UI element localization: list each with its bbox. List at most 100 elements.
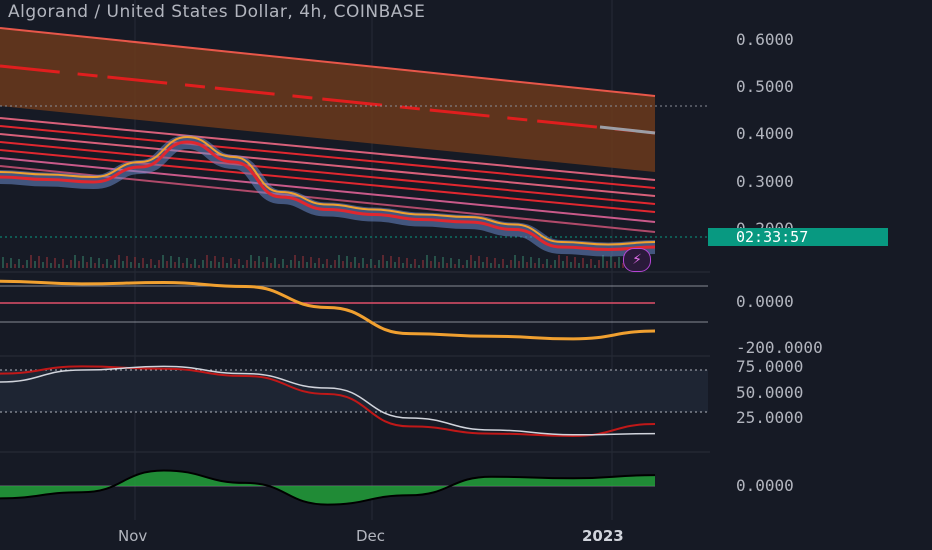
volume-bar: [66, 265, 68, 268]
volume-bar: [538, 258, 540, 268]
price-line: [0, 140, 656, 252]
volume-bar: [46, 257, 48, 268]
volume-bar: [226, 263, 228, 268]
volume-bar: [18, 259, 20, 268]
volume-bar: [354, 257, 356, 268]
volume-bar: [558, 255, 560, 268]
volume-bar: [390, 256, 392, 268]
volume-bar: [606, 261, 608, 268]
volume-bar: [114, 260, 116, 268]
volume-bar: [38, 256, 40, 268]
volume-bar: [258, 256, 260, 268]
volume-bar: [350, 262, 352, 268]
volume-bar: [30, 255, 32, 268]
volume-bar: [106, 259, 108, 268]
volume-bar: [170, 256, 172, 268]
volume-bar: [334, 260, 336, 268]
volume-bar: [302, 256, 304, 268]
volume-bar: [94, 263, 96, 268]
volume-bar: [2, 257, 4, 268]
volume-bar: [426, 255, 428, 268]
volume-bar: [402, 263, 404, 268]
volume-bar: [326, 259, 328, 268]
volume-bar: [266, 257, 268, 268]
price-tick-1: 0.6000: [736, 30, 794, 49]
volume-bar: [134, 257, 136, 268]
panel-separators: [0, 271, 710, 453]
volume-bar: [90, 257, 92, 268]
volume-bar: [242, 265, 244, 268]
lightning-icon[interactable]: ⚡: [623, 248, 651, 272]
volume-bars: [2, 255, 648, 268]
rsi-tick-3: 25.0000: [736, 408, 804, 427]
volume-bar: [218, 262, 220, 268]
volume-bar: [162, 255, 164, 268]
volume-bar: [454, 264, 456, 268]
rsi-line: [0, 365, 656, 438]
volume-bar: [166, 261, 168, 268]
volume-bar: [62, 259, 64, 268]
rsi-signal-line: [0, 365, 656, 436]
volume-bar: [158, 260, 160, 268]
volume-bar: [118, 255, 120, 268]
volume-bar: [618, 257, 620, 268]
volume-bar: [98, 258, 100, 268]
volume-bar: [582, 258, 584, 268]
volume-bar: [130, 262, 132, 268]
channel-mid-line: [0, 64, 656, 135]
volume-bar: [554, 260, 556, 268]
volume-bar: [254, 261, 256, 268]
volume-bar: [54, 258, 56, 268]
volume-bar: [310, 257, 312, 268]
volume-bar: [382, 255, 384, 268]
volume-bar: [482, 262, 484, 268]
volume-bar: [230, 258, 232, 268]
volume-bar: [186, 258, 188, 268]
price-tick-4: 0.3000: [736, 172, 794, 191]
volume-bar: [234, 264, 236, 268]
volume-bar: [262, 262, 264, 268]
volume-bar: [386, 261, 388, 268]
volume-bar: [434, 256, 436, 268]
volume-bar: [550, 265, 552, 268]
channel-upper-line: [0, 27, 656, 97]
volume-bar: [422, 260, 424, 268]
price-line-orange: [0, 135, 656, 246]
volume-bar: [490, 263, 492, 268]
volume-bar: [278, 264, 280, 268]
volume-bar: [126, 256, 128, 268]
channel-bands: [0, 117, 656, 233]
price-tick-2: 0.5000: [736, 77, 794, 96]
volume-bar: [374, 265, 376, 268]
time-tick-nov: Nov: [118, 527, 148, 545]
time-tick-dec: Dec: [356, 527, 386, 545]
volume-bar: [22, 265, 24, 268]
volume-bar: [238, 259, 240, 268]
volume-bar: [194, 259, 196, 268]
volume-bar: [494, 258, 496, 268]
histogram-area: [0, 470, 655, 505]
volume-bar: [338, 255, 340, 268]
volume-bar: [306, 262, 308, 268]
volume-bar: [366, 264, 368, 268]
volume-bar: [570, 262, 572, 268]
hist-tick-1: 0.0000: [736, 476, 794, 495]
volume-bar: [602, 255, 604, 268]
volume-bar: [190, 264, 192, 268]
oscillator-levels: [0, 285, 708, 323]
volume-bar: [322, 264, 324, 268]
volume-bar: [202, 260, 204, 268]
volume-bar: [518, 261, 520, 268]
volume-bar: [526, 262, 528, 268]
volume-bar: [542, 264, 544, 268]
volume-bar: [586, 264, 588, 268]
volume-bar: [50, 263, 52, 268]
rsi-band: [0, 370, 708, 412]
volume-bar: [478, 256, 480, 268]
volume-bar: [178, 257, 180, 268]
volume-bar: [562, 261, 564, 268]
volume-bar: [458, 259, 460, 268]
volume-bar: [10, 258, 12, 268]
volume-bar: [566, 256, 568, 268]
